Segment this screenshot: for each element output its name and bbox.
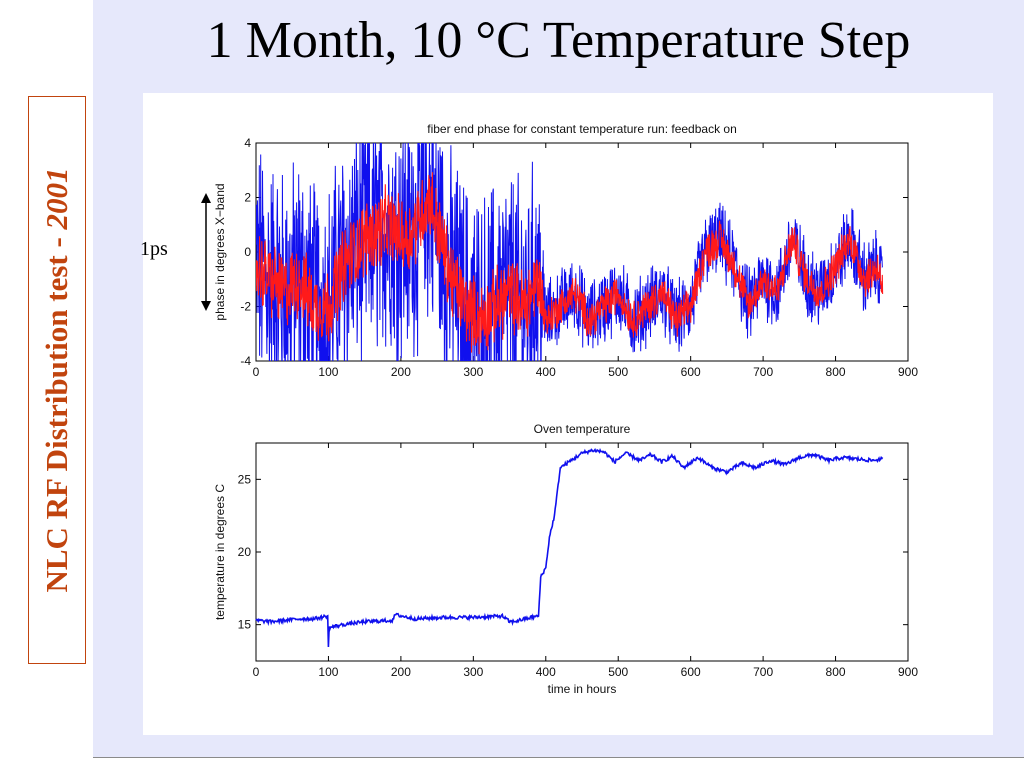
phase-y-tick-label: 2 xyxy=(244,191,251,205)
phase-chart-title: fiber end phase for constant temperature… xyxy=(427,122,737,136)
phase-y-tick-label: 4 xyxy=(244,136,251,150)
temperature-x-tick-label: 900 xyxy=(898,665,918,679)
chart-oven-temperature: Oven temperature temperature in degrees … xyxy=(213,422,918,696)
phase-x-tick-label: 900 xyxy=(898,365,918,379)
temperature-chart-title: Oven temperature xyxy=(534,422,631,436)
temperature-x-tick-label: 500 xyxy=(608,665,628,679)
phase-x-tick-label: 500 xyxy=(608,365,628,379)
temperature-y-tick-label: 20 xyxy=(238,545,252,559)
phase-x-tick-label: 200 xyxy=(391,365,411,379)
bottom-rule xyxy=(93,757,1024,758)
phase-series xyxy=(256,143,884,361)
one-ps-arrow-head-up xyxy=(201,193,211,203)
one-ps-annotation: 1ps xyxy=(140,238,168,260)
phase-y-tick-label: -2 xyxy=(240,300,251,314)
side-label-box xyxy=(28,96,86,664)
temperature-x-tick-label: 300 xyxy=(463,665,483,679)
temperature-axes-frame xyxy=(255,442,909,662)
phase-x-tick-label: 800 xyxy=(826,365,846,379)
phase-x-tick-label: 400 xyxy=(536,365,556,379)
phase-x-tick-label: 300 xyxy=(463,365,483,379)
temperature-x-tick-label: 700 xyxy=(753,665,773,679)
temperature-x-tick-label: 100 xyxy=(318,665,338,679)
temperature-ticks: 0 100 200 300 400 500 600 700 800 900 15 20 25 xyxy=(238,443,918,679)
phase-series-red xyxy=(256,172,884,355)
phase-ticks: 0 100 200 300 400 500 600 700 800 900 -4 -2 0 2 4 xyxy=(240,136,918,379)
temperature-x-axis-label: time in hours xyxy=(548,682,617,696)
temperature-series-line xyxy=(255,447,884,648)
temperature-x-tick-label: 600 xyxy=(681,665,701,679)
temperature-x-tick-label: 800 xyxy=(826,665,846,679)
phase-y-tick-label: 0 xyxy=(244,245,251,259)
one-ps-arrow xyxy=(201,193,211,311)
temperature-y-tick-label: 15 xyxy=(238,618,252,632)
one-ps-arrow-head-down xyxy=(201,301,211,311)
phase-x-tick-label: 0 xyxy=(253,365,260,379)
temperature-y-axis-label: temperature in degrees C xyxy=(213,484,227,620)
slide-title: 1 Month, 10 °C Temperature Step xyxy=(206,12,911,69)
temperature-x-tick-label: 400 xyxy=(536,665,556,679)
phase-y-tick-label: -4 xyxy=(240,354,251,368)
phase-y-axis-label: phase in degrees X−band xyxy=(213,183,227,320)
temperature-x-tick-label: 200 xyxy=(391,665,411,679)
temperature-y-tick-label: 25 xyxy=(238,472,252,486)
temperature-x-tick-label: 0 xyxy=(253,665,260,679)
plot-area xyxy=(143,93,993,735)
chart-phase: fiber end phase for constant temperature… xyxy=(213,122,918,379)
temperature-series xyxy=(255,447,884,648)
phase-x-tick-label: 100 xyxy=(318,365,338,379)
phase-x-tick-label: 700 xyxy=(753,365,773,379)
phase-x-tick-label: 600 xyxy=(681,365,701,379)
